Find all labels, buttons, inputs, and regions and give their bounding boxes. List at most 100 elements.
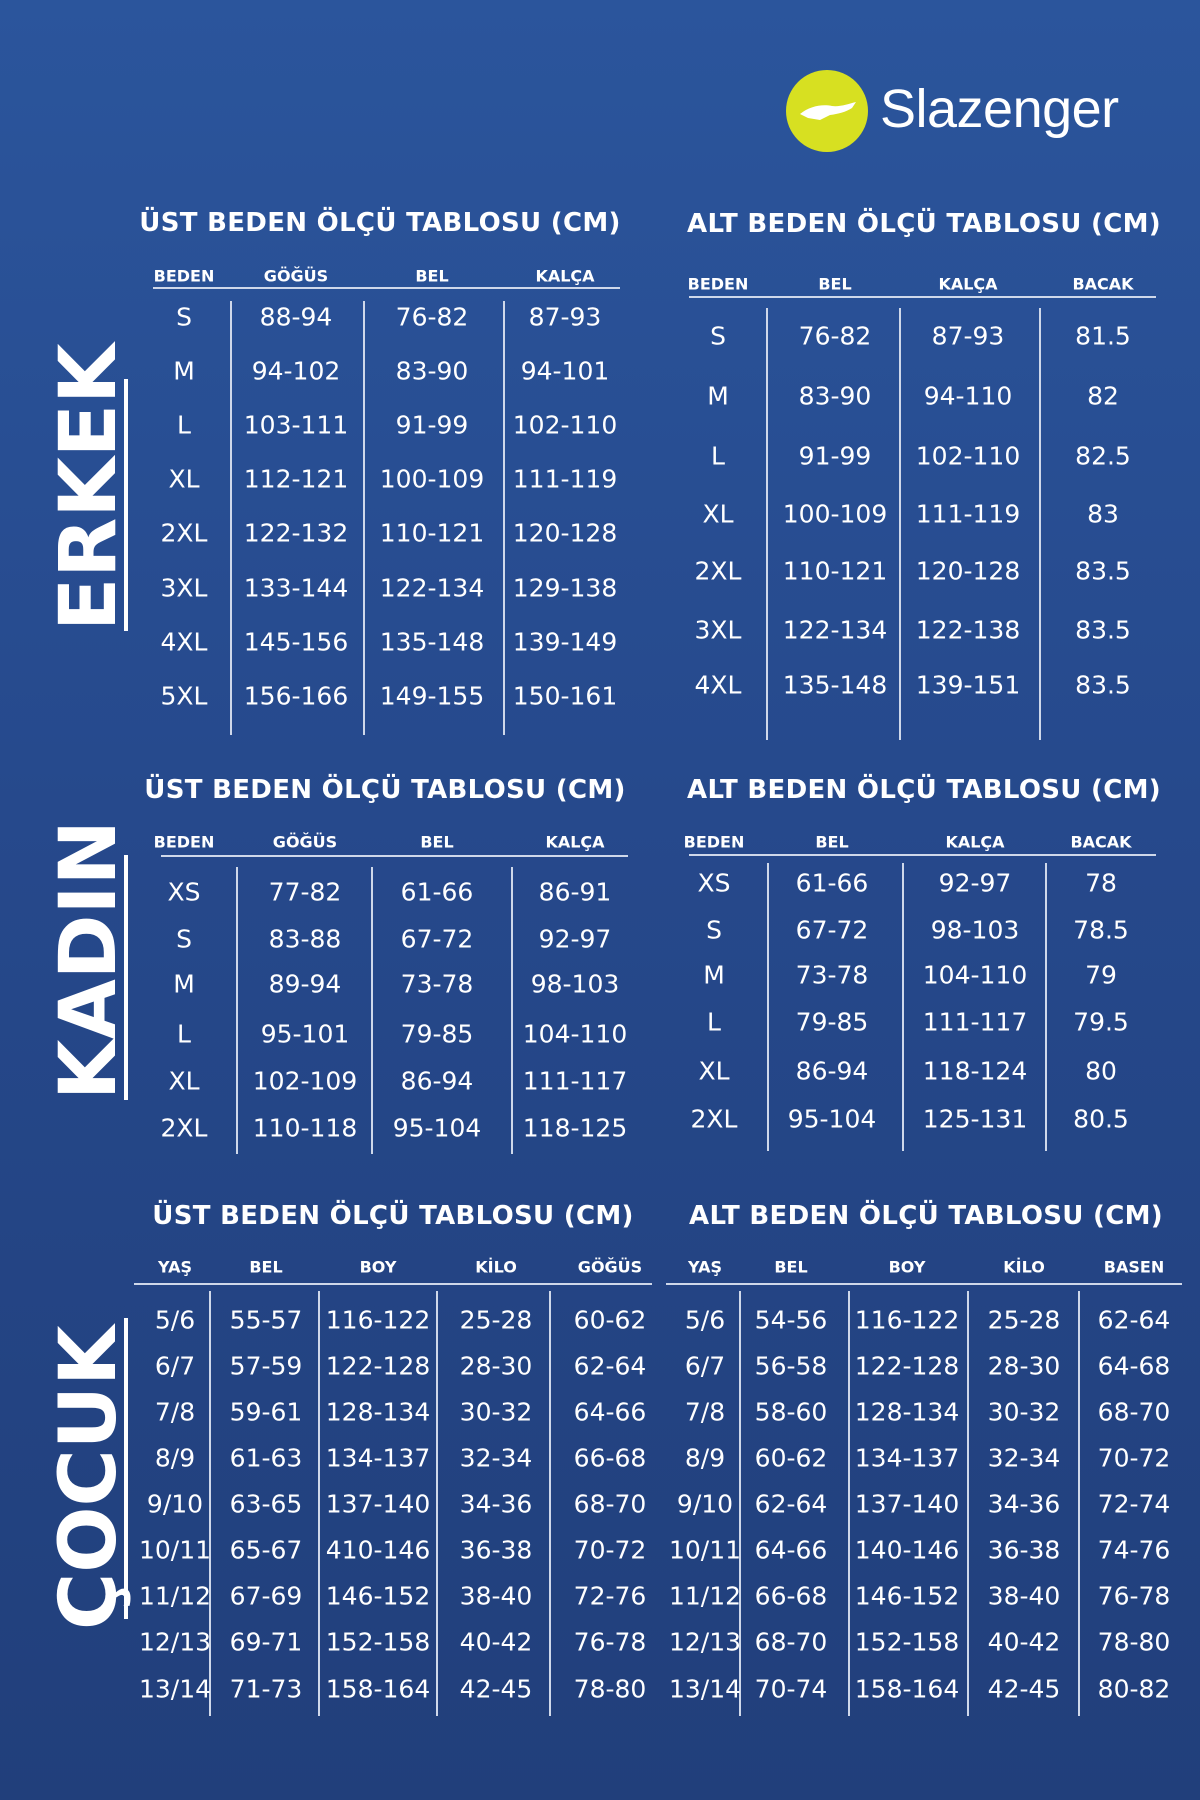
- column-divider: [503, 301, 505, 735]
- measurement-cell: 77-82: [268, 877, 342, 907]
- column-header: BEDEN: [153, 266, 215, 286]
- size-cell: 11/12: [668, 1581, 742, 1611]
- column-divider: [363, 301, 365, 735]
- measurement-cell: 98-103: [530, 969, 620, 999]
- measurement-cell: 30-32: [459, 1397, 533, 1427]
- header-divider: [153, 287, 620, 289]
- size-cell: S: [176, 302, 192, 332]
- measurement-cell: 54-56: [754, 1305, 828, 1335]
- header-divider: [666, 1283, 1182, 1285]
- measurement-cell: 66-68: [573, 1443, 647, 1473]
- size-cell: 7/8: [684, 1397, 726, 1427]
- size-cell: 10/11: [668, 1535, 742, 1565]
- measurement-cell: 140-146: [854, 1535, 960, 1565]
- size-cell: 6/7: [154, 1351, 196, 1381]
- size-cell: 10/11: [138, 1535, 212, 1565]
- size-cell: 2XL: [690, 1104, 738, 1134]
- measurement-cell: 82: [1087, 381, 1119, 411]
- size-cell: M: [173, 969, 195, 999]
- measurement-cell: 102-110: [915, 441, 1021, 471]
- measurement-cell: 71-73: [229, 1674, 303, 1704]
- measurement-cell: 128-134: [325, 1397, 431, 1427]
- measurement-cell: 102-110: [512, 410, 618, 440]
- column-header: BASEN: [1103, 1257, 1165, 1277]
- column-divider: [1039, 308, 1041, 740]
- measurement-cell: 122-128: [854, 1351, 960, 1381]
- measurement-cell: 61-66: [795, 868, 869, 898]
- measurement-cell: 68-70: [1097, 1397, 1171, 1427]
- size-cell: 2XL: [694, 556, 742, 586]
- measurement-cell: 92-97: [538, 924, 612, 954]
- measurement-cell: 122-134: [379, 573, 485, 603]
- size-cell: 11/12: [138, 1581, 212, 1611]
- measurement-cell: 150-161: [512, 681, 618, 711]
- measurement-cell: 83.5: [1075, 615, 1131, 645]
- measurement-cell: 57-59: [229, 1351, 303, 1381]
- measurement-cell: 122-138: [915, 615, 1021, 645]
- size-cell: L: [707, 1007, 721, 1037]
- measurement-cell: 122-132: [243, 518, 349, 548]
- measurement-cell: 135-148: [379, 627, 485, 657]
- measurement-cell: 152-158: [854, 1627, 960, 1657]
- measurement-cell: 36-38: [987, 1535, 1061, 1565]
- size-cell: XL: [698, 1056, 730, 1086]
- size-cell: XL: [702, 499, 734, 529]
- size-cell: L: [177, 1019, 191, 1049]
- column-header: BEL: [249, 1257, 283, 1277]
- cocuk-section-label: ÇOCUK: [44, 1325, 134, 1630]
- measurement-cell: 30-32: [987, 1397, 1061, 1427]
- measurement-cell: 56-58: [754, 1351, 828, 1381]
- measurement-cell: 64-66: [754, 1535, 828, 1565]
- column-header: BEL: [818, 274, 852, 294]
- column-divider: [549, 1291, 551, 1716]
- measurement-cell: 25-28: [987, 1305, 1061, 1335]
- column-divider: [230, 301, 232, 735]
- slazenger-logo-icon: [786, 70, 868, 152]
- column-header: BEDEN: [687, 274, 749, 294]
- erkek-lower-table-title: ALT BEDEN ÖLÇÜ TABLOSU (CM): [687, 209, 1161, 239]
- measurement-cell: 78.5: [1073, 915, 1129, 945]
- measurement-cell: 63-65: [229, 1489, 303, 1519]
- measurement-cell: 80.5: [1073, 1104, 1129, 1134]
- size-cell: 3XL: [160, 573, 208, 603]
- measurement-cell: 83.5: [1075, 670, 1131, 700]
- measurement-cell: 61-63: [229, 1443, 303, 1473]
- measurement-cell: 38-40: [459, 1581, 533, 1611]
- size-cell: 12/13: [668, 1627, 742, 1657]
- measurement-cell: 110-121: [782, 556, 888, 586]
- size-cell: 4XL: [694, 670, 742, 700]
- size-cell: S: [710, 321, 726, 351]
- measurement-cell: 87-93: [528, 302, 602, 332]
- column-header: KALÇA: [535, 266, 595, 286]
- measurement-cell: 74-76: [1097, 1535, 1171, 1565]
- measurement-cell: 68-70: [573, 1489, 647, 1519]
- measurement-cell: 129-138: [512, 573, 618, 603]
- measurement-cell: 79-85: [400, 1019, 474, 1049]
- measurement-cell: 32-34: [987, 1443, 1061, 1473]
- size-cell: 6/7: [684, 1351, 726, 1381]
- column-divider: [767, 863, 769, 1151]
- measurement-cell: 81.5: [1075, 321, 1131, 351]
- column-divider: [848, 1291, 850, 1716]
- measurement-cell: 66-68: [754, 1581, 828, 1611]
- column-header: BEDEN: [683, 832, 745, 852]
- measurement-cell: 72-76: [573, 1581, 647, 1611]
- column-header: BOY: [359, 1257, 397, 1277]
- measurement-cell: 95-101: [260, 1019, 350, 1049]
- measurement-cell: 134-137: [325, 1443, 431, 1473]
- measurement-cell: 104-110: [522, 1019, 628, 1049]
- column-divider: [209, 1291, 211, 1716]
- measurement-cell: 92-97: [938, 868, 1012, 898]
- measurement-cell: 135-148: [782, 670, 888, 700]
- measurement-cell: 134-137: [854, 1443, 960, 1473]
- cocuk-lower-table-title: ALT BEDEN ÖLÇÜ TABLOSU (CM): [689, 1201, 1163, 1231]
- measurement-cell: 110-121: [379, 518, 485, 548]
- measurement-cell: 111-117: [922, 1007, 1028, 1037]
- measurement-cell: 79-85: [795, 1007, 869, 1037]
- kadin-section-label: KADIN: [44, 820, 134, 1100]
- size-cell: 9/10: [146, 1489, 204, 1519]
- size-cell: L: [177, 410, 191, 440]
- kadin-divider-bar: [124, 855, 128, 1100]
- measurement-cell: 102-109: [252, 1066, 358, 1096]
- measurement-cell: 120-128: [915, 556, 1021, 586]
